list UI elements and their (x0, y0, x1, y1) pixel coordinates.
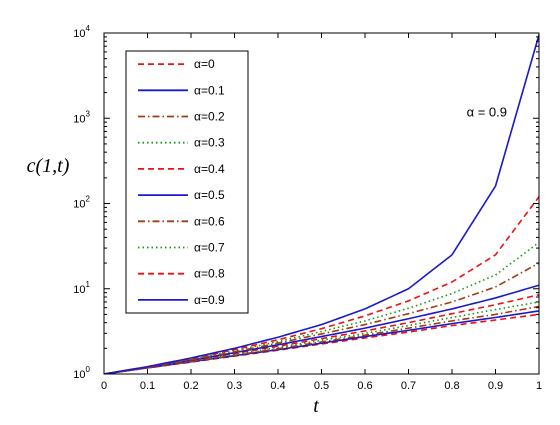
legend-label: α=0.9 (194, 293, 225, 307)
legend: α=0 α=0.1 α=0.2 α=0.3 α=0.4 α=0.5 α=0.6 α=0.7 α=… (125, 50, 249, 314)
y-tick-base: 10 (73, 284, 85, 296)
y-tick-exponent: 1 (86, 280, 91, 289)
legend-label: α=0.3 (194, 136, 225, 150)
x-tick-label: 0.5 (314, 380, 329, 392)
y-tick-label: 100 (73, 365, 90, 381)
series-line (104, 34, 539, 374)
y-tick-exponent: 2 (86, 195, 91, 204)
x-tick-label: 0.1 (140, 380, 155, 392)
x-tick-label: 0.8 (444, 380, 459, 392)
legend-label: α=0.2 (194, 110, 225, 124)
legend-label: α=0 (194, 57, 215, 71)
y-tick-base: 10 (73, 113, 85, 125)
y-axis-label: c(1,t) (27, 155, 70, 177)
y-tick-base: 10 (73, 369, 85, 381)
legend-label: α=0.4 (194, 162, 225, 176)
y-tick-label: 102 (73, 195, 90, 211)
legend-label: α=0.1 (194, 83, 225, 97)
x-tick-label: 0.4 (270, 380, 285, 392)
series-line (104, 241, 539, 374)
legend-label: α=0.7 (194, 241, 225, 255)
y-tick-exponent: 3 (86, 109, 91, 118)
series-layer (104, 34, 539, 374)
y-tick-exponent: 0 (86, 365, 91, 374)
x-axis-label: t (313, 395, 319, 417)
y-tick-base: 10 (73, 28, 85, 40)
x-tick-label: 0.3 (227, 380, 242, 392)
x-tick-label: 0.6 (357, 380, 372, 392)
x-tick-label: 0 (101, 380, 107, 392)
x-tick-label: 0.2 (183, 380, 198, 392)
x-tick-label: 0.9 (488, 380, 503, 392)
y-tick-label: 103 (73, 109, 90, 125)
x-tick-label: 1 (536, 380, 542, 392)
y-tick-exponent: 4 (86, 24, 91, 33)
curve-annotation: α = 0.9 (467, 104, 507, 119)
y-tick-label: 101 (73, 280, 90, 296)
legend-box (125, 50, 249, 314)
legend-label: α=0.5 (194, 188, 225, 202)
y-tick-label: 104 (73, 24, 90, 40)
legend-label: α=0.8 (194, 267, 225, 281)
x-axis: 0 0.1 0.2 0.3 0.4 0.5 0.6 0.7 0.8 0.9 1 (101, 33, 542, 392)
y-tick-base: 10 (73, 199, 85, 211)
annotation-layer: α = 0.9 (467, 104, 507, 119)
legend-label: α=0.6 (194, 214, 225, 228)
x-tick-label: 0.7 (401, 380, 416, 392)
